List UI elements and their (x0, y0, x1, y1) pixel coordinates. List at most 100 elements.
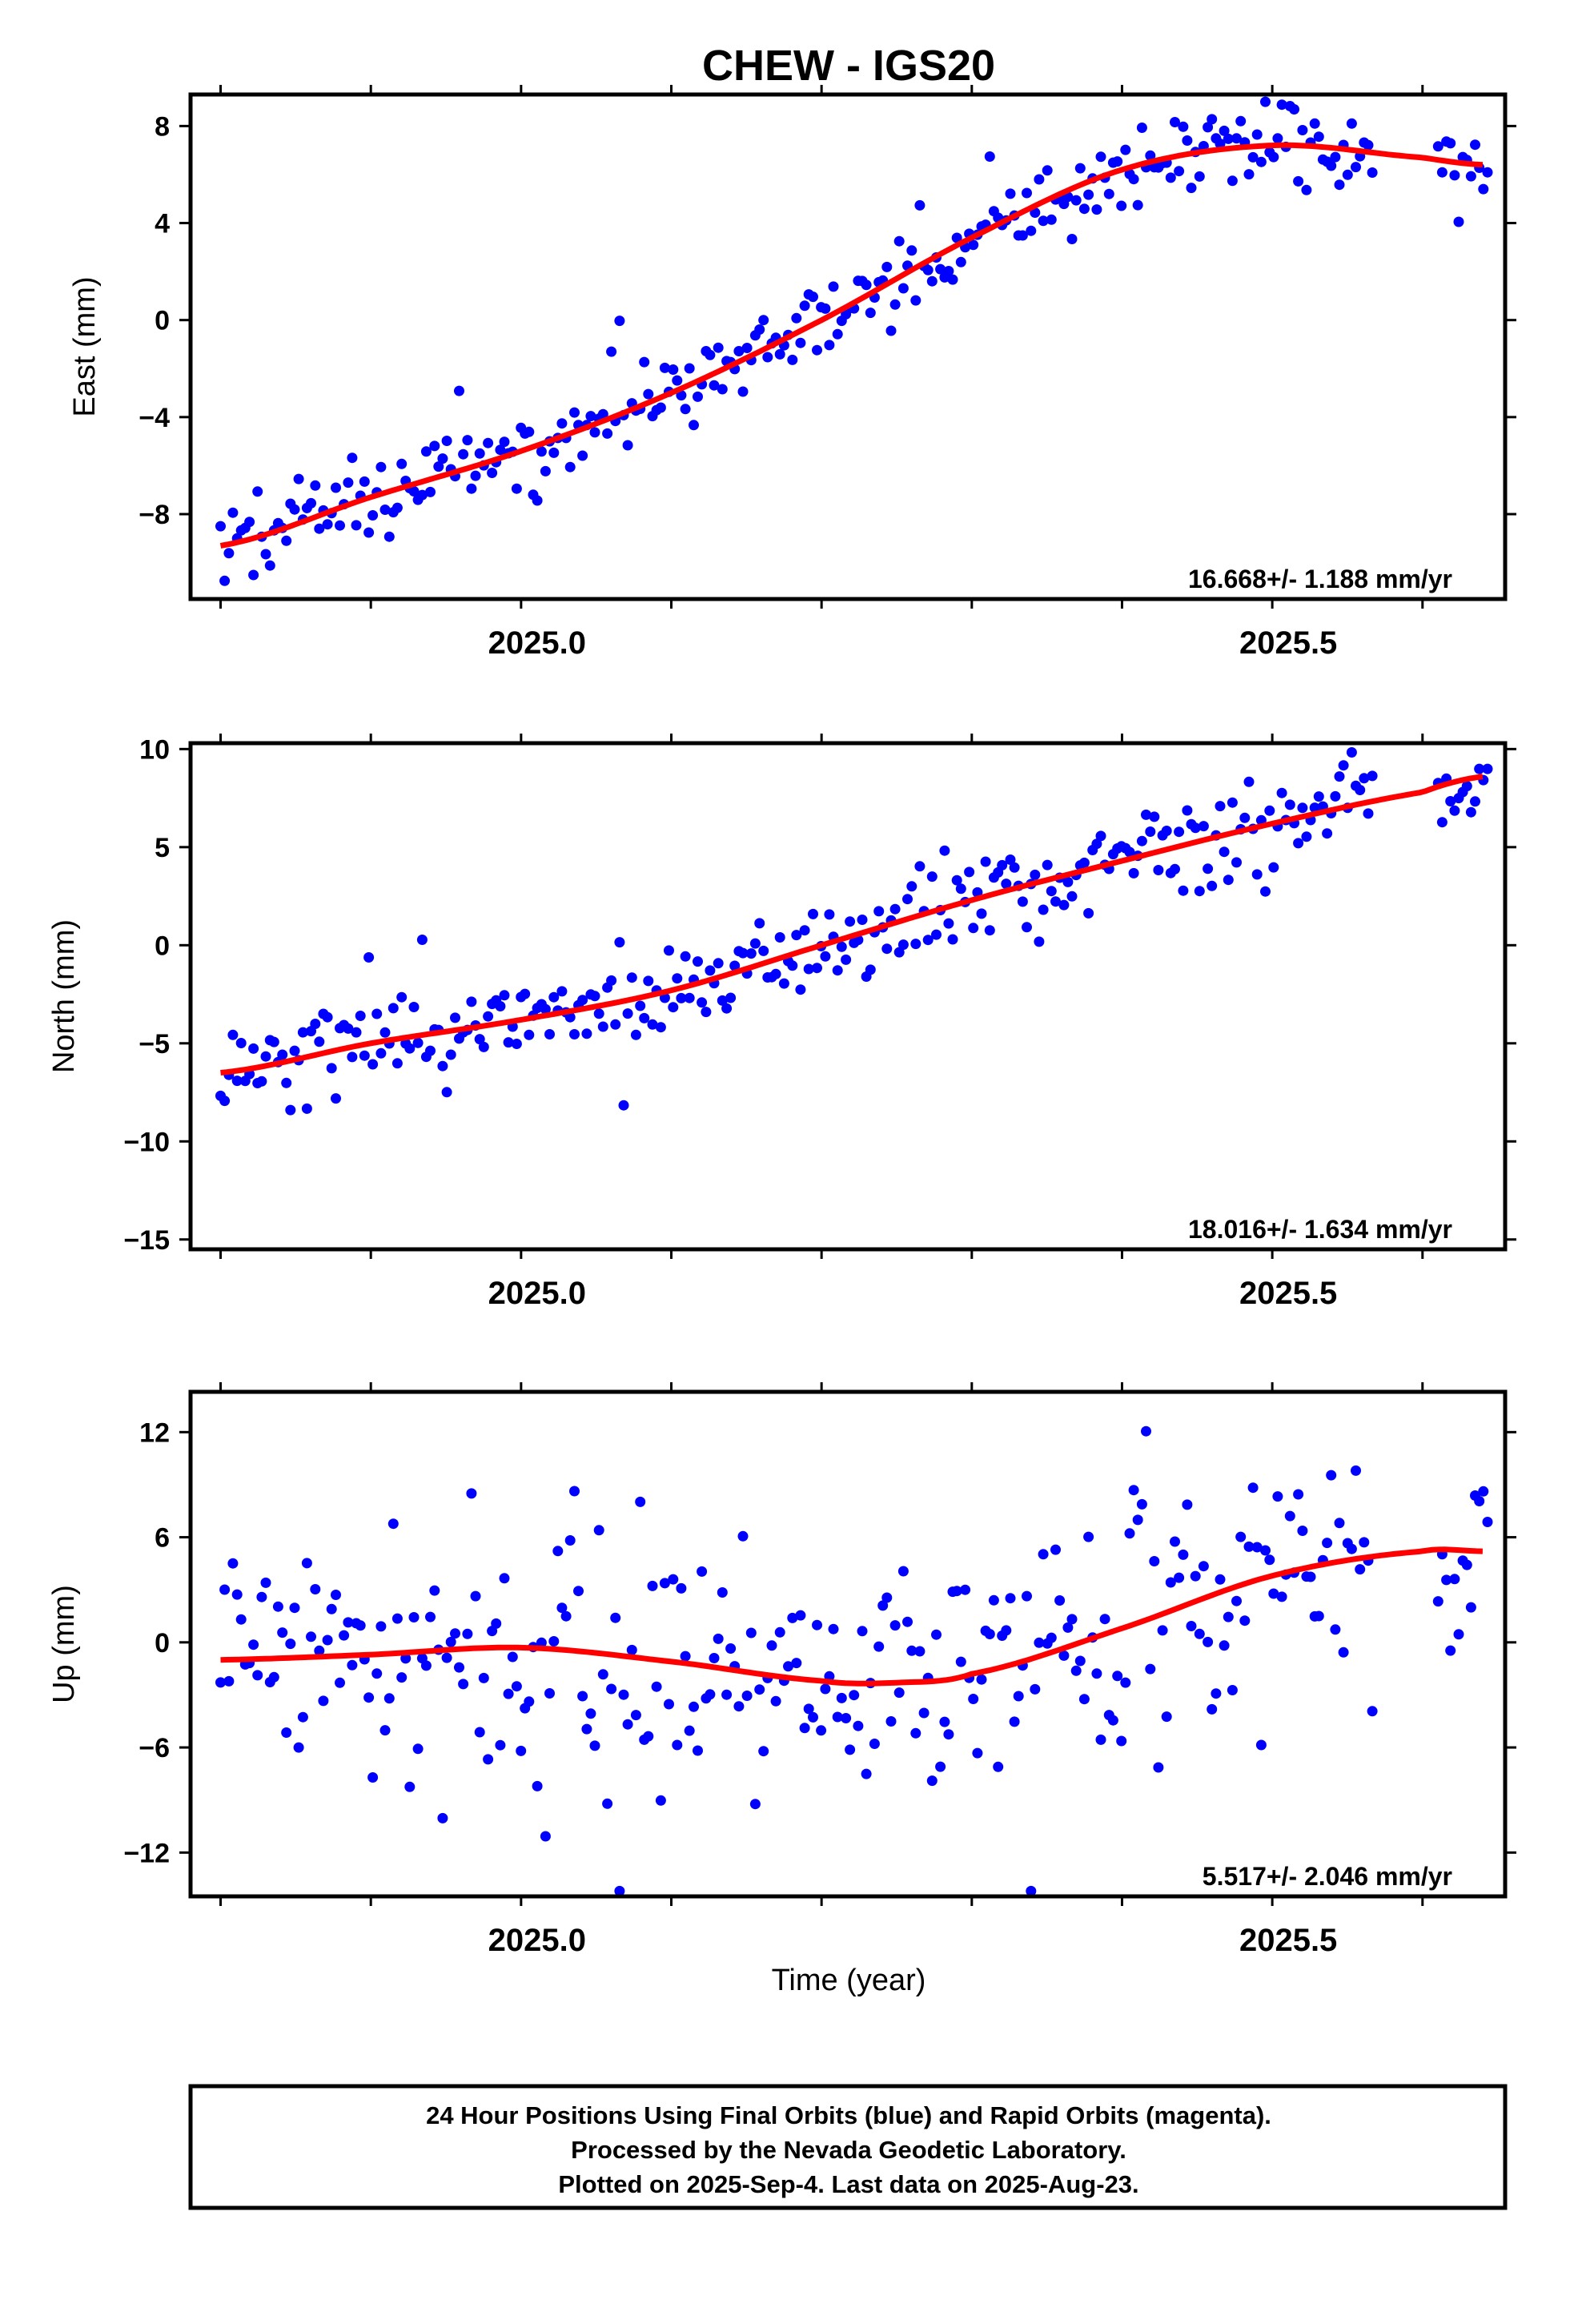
footer-line: Processed by the Nevada Geodetic Laborat… (571, 2136, 1126, 2164)
data-point (1170, 863, 1180, 875)
data-point (569, 1486, 580, 1497)
data-point (256, 1076, 267, 1087)
data-point (799, 300, 810, 312)
data-point (248, 569, 259, 581)
data-point (1461, 781, 1472, 792)
data-point (1338, 1647, 1349, 1658)
data-point (367, 510, 379, 521)
data-point (454, 1662, 464, 1673)
data-point (326, 1603, 337, 1614)
plot-frame (188, 741, 1508, 1252)
data-point (564, 1535, 576, 1546)
data-point (976, 908, 987, 919)
data-point (1005, 1593, 1016, 1604)
data-point (289, 1045, 300, 1056)
data-point (355, 1011, 366, 1021)
data-point (893, 947, 905, 958)
data-point (713, 1633, 724, 1644)
data-point (684, 363, 695, 374)
data-point (491, 1618, 502, 1629)
data-point (593, 1008, 604, 1019)
data-point (791, 930, 802, 941)
data-point (219, 1096, 231, 1107)
data-point (680, 404, 691, 415)
data-point (906, 245, 917, 256)
y-tick-label: 5 (155, 833, 170, 863)
data-point (1207, 114, 1218, 125)
data-point (1215, 1574, 1226, 1585)
data-point (483, 437, 494, 448)
data-point (1260, 886, 1271, 897)
data-point (244, 517, 255, 528)
data-point (483, 1011, 494, 1022)
data-point (651, 1681, 662, 1692)
data-point (470, 470, 481, 481)
data-point (495, 444, 506, 456)
data-point (1136, 1498, 1147, 1510)
data-point (741, 343, 753, 353)
data-point (1367, 770, 1378, 782)
y-tick-label: 12 (139, 1417, 170, 1448)
data-point (289, 1602, 300, 1614)
data-point (1066, 234, 1078, 244)
data-point (832, 328, 843, 340)
data-point (1363, 808, 1374, 819)
data-point (643, 388, 654, 400)
data-point (1322, 828, 1333, 839)
data-point (836, 1692, 847, 1703)
data-point (1013, 1691, 1024, 1702)
data-point (1009, 1716, 1020, 1727)
data-point (1062, 876, 1074, 887)
data-point (791, 1658, 802, 1669)
data-point (749, 1799, 761, 1810)
data-point (585, 411, 596, 422)
data-point (861, 279, 872, 291)
data-point (1066, 1614, 1078, 1625)
data-point (668, 1002, 679, 1013)
data-point (363, 1692, 375, 1703)
data-point (429, 440, 440, 452)
data-point (910, 1727, 921, 1739)
data-point (668, 364, 679, 375)
data-point (1124, 1528, 1135, 1539)
data-point (1309, 118, 1320, 129)
data-point (754, 324, 765, 335)
data-point (680, 1651, 691, 1662)
data-point (951, 232, 962, 243)
data-point (1083, 1531, 1094, 1542)
data-point (581, 1723, 592, 1735)
data-point (408, 1002, 420, 1012)
data-point (717, 384, 728, 395)
data-point (322, 519, 333, 530)
data-point (215, 1677, 226, 1688)
y-tick-label: −6 (139, 1733, 170, 1763)
data-point (1289, 104, 1299, 115)
data-point (951, 1586, 962, 1597)
data-point (1276, 787, 1287, 798)
data-point (556, 418, 568, 429)
data-point (845, 1744, 856, 1755)
data-point (647, 1019, 658, 1030)
data-point (836, 941, 847, 952)
data-point (972, 1747, 983, 1759)
data-point (544, 1688, 555, 1699)
y-tick-label: −10 (123, 1127, 170, 1157)
data-point (709, 1653, 720, 1663)
figure-title: CHEW - IGS20 (702, 42, 995, 90)
data-point (293, 1742, 304, 1753)
data-point (359, 1050, 370, 1061)
data-point (1186, 183, 1197, 194)
data-point (1190, 822, 1201, 834)
data-point (1194, 171, 1205, 182)
footer-frame (188, 2084, 1508, 2210)
data-point (474, 1034, 485, 1045)
data-point (955, 883, 966, 895)
data-point (375, 461, 387, 472)
data-point (1182, 135, 1193, 146)
data-point (873, 906, 885, 917)
data-point (1046, 214, 1057, 225)
fit-curve (220, 1546, 1483, 1687)
data-point (1284, 799, 1295, 810)
data-point (947, 934, 958, 945)
